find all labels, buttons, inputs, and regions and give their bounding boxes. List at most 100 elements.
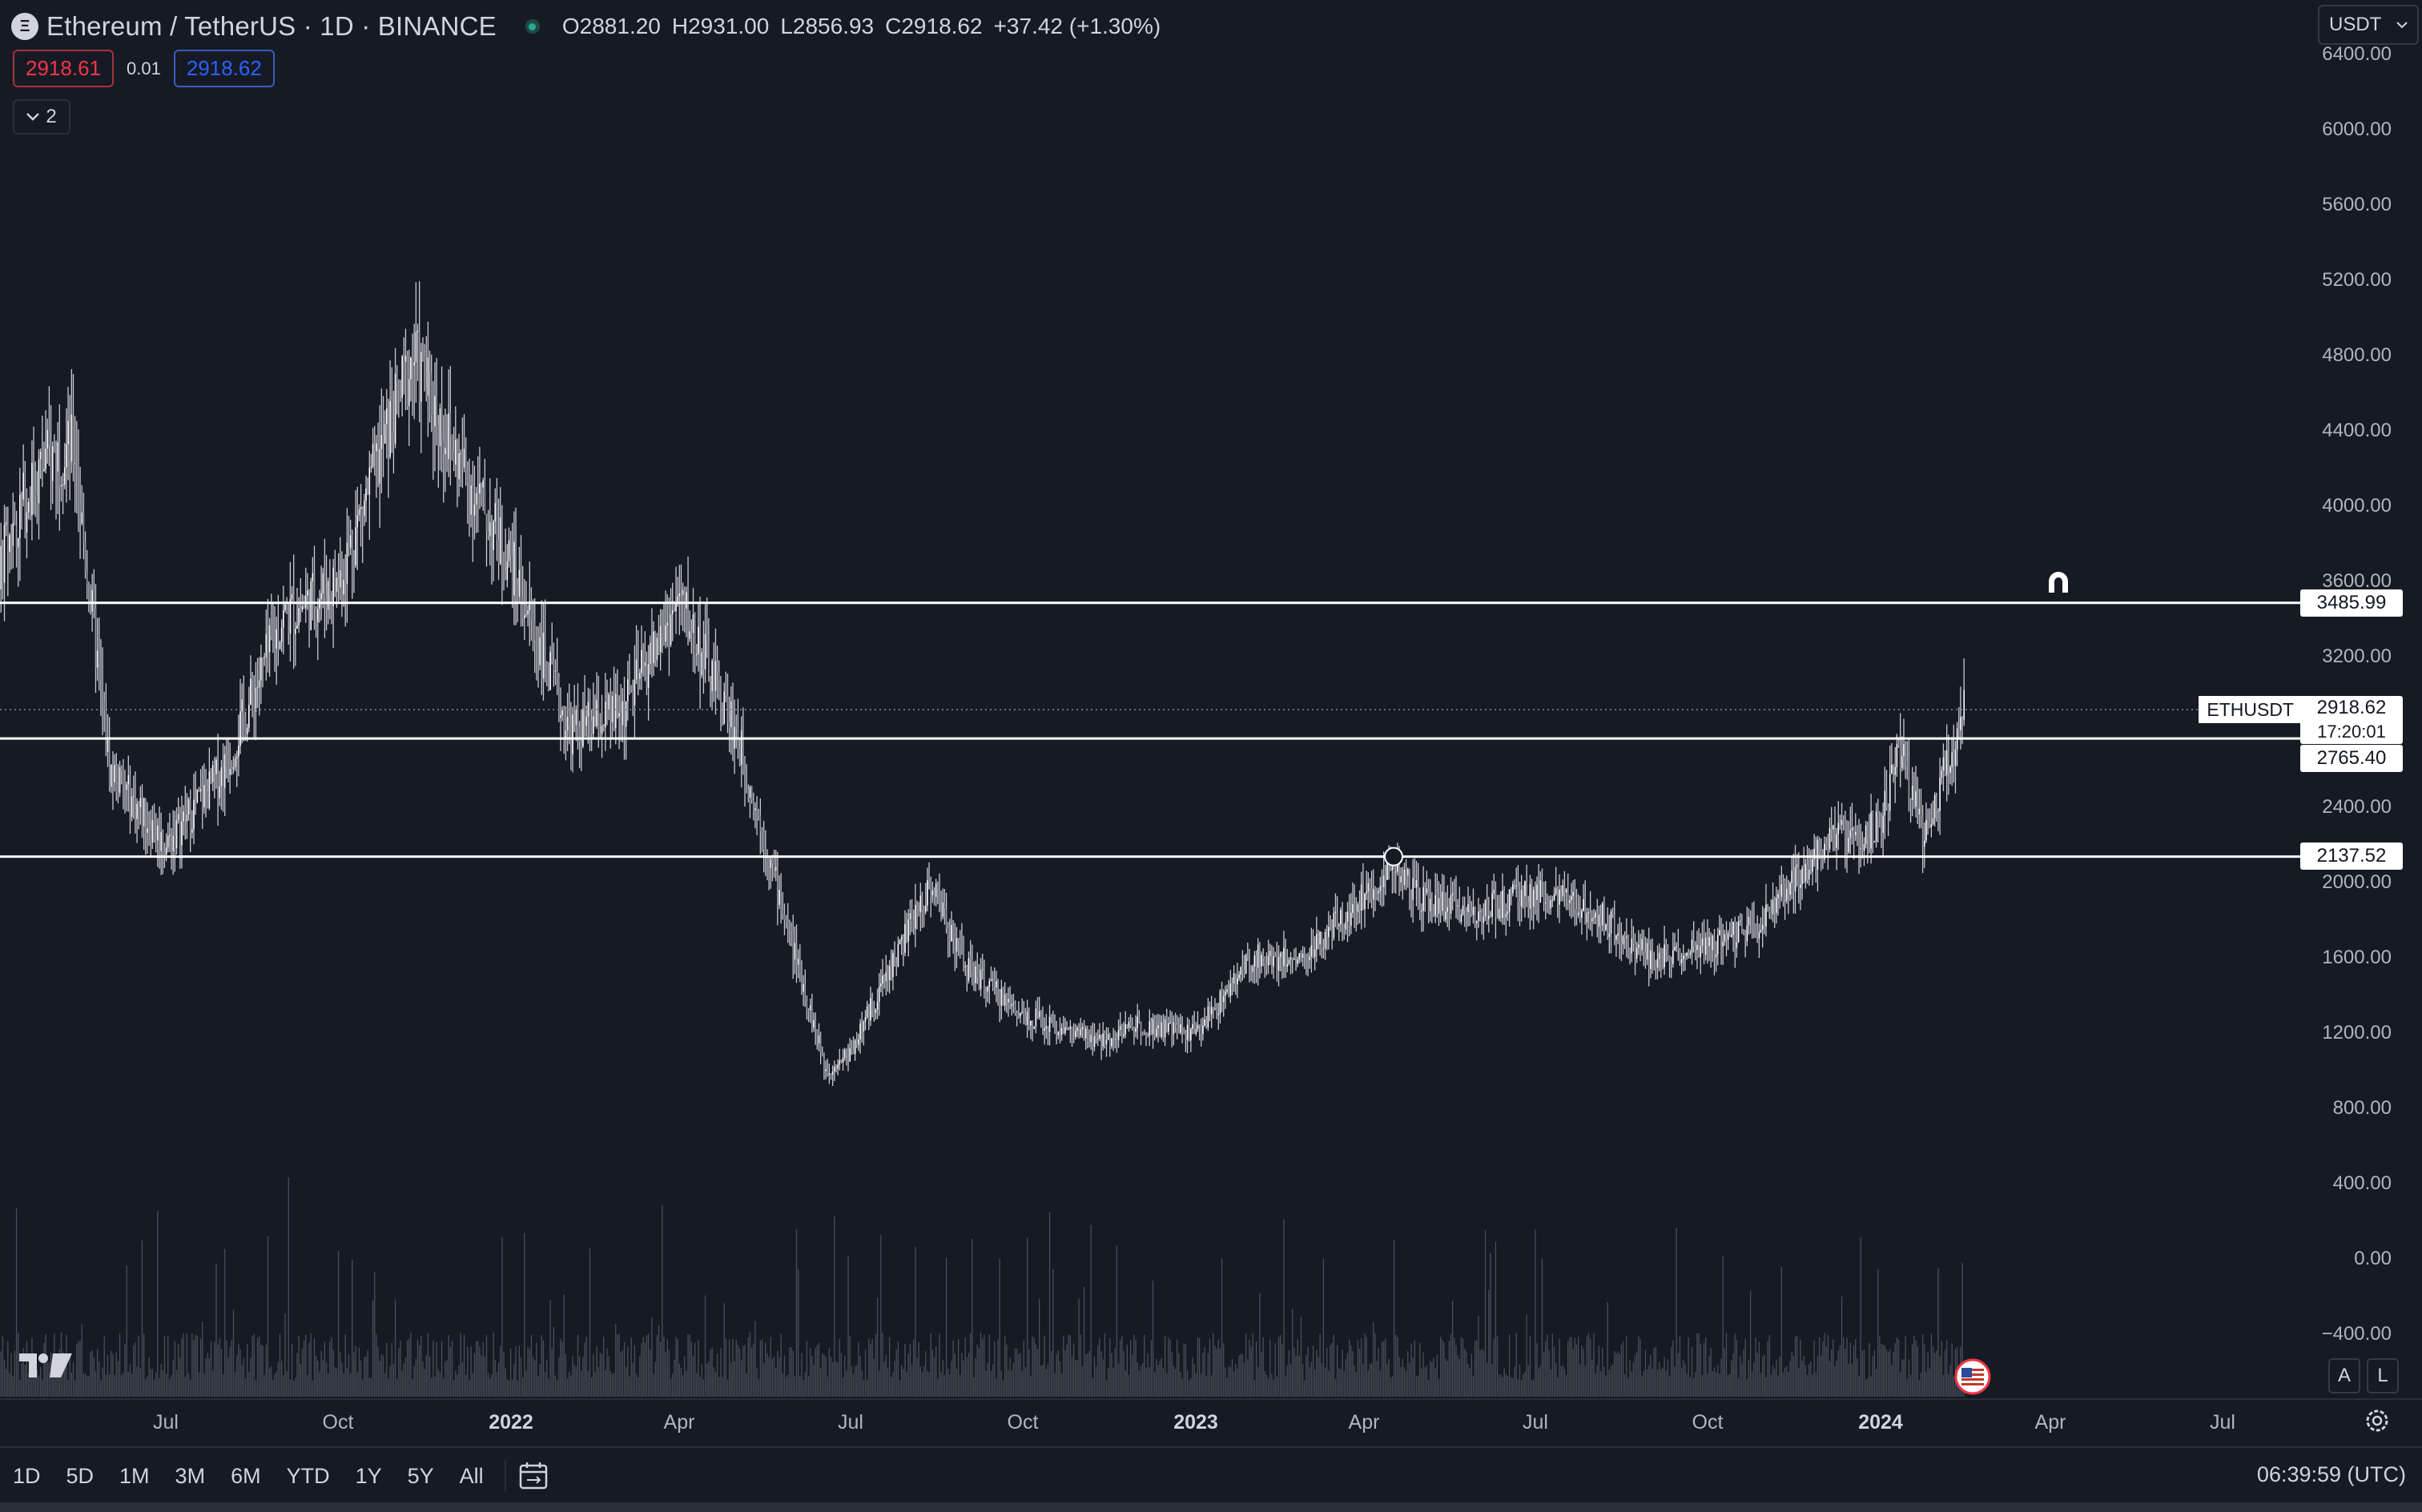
price-chart-canvas[interactable]: [0, 0, 2307, 1398]
candle-body: [1639, 944, 1641, 951]
go-to-date-icon[interactable]: [517, 1461, 549, 1491]
candle-body: [1495, 890, 1497, 917]
candle-body: [1515, 886, 1518, 887]
time-tick: 2023: [1173, 1411, 1218, 1434]
candle-body: [1433, 911, 1434, 916]
us-flag-icon[interactable]: [1954, 1358, 1991, 1395]
candle-body: [1531, 883, 1533, 907]
candle-body: [246, 727, 248, 735]
sell-price-button[interactable]: 2918.61: [13, 50, 114, 87]
candle-body: [93, 589, 95, 609]
level-label-2765[interactable]: 2765.40: [2300, 745, 2403, 772]
candle-body: [666, 622, 669, 625]
candle-body: [1054, 1019, 1056, 1031]
candle-body: [570, 726, 572, 754]
utc-clock[interactable]: 06:39:59 (UTC): [2256, 1462, 2406, 1486]
gear-icon[interactable]: [2363, 1406, 2392, 1435]
candle-body: [1207, 1006, 1209, 1028]
candle-body: [1415, 880, 1418, 888]
candle-body: [1119, 1026, 1121, 1030]
candle-body: [629, 679, 630, 686]
candle-body: [1209, 1006, 1211, 1015]
magnet-icon[interactable]: [2042, 565, 2074, 597]
candle-body: [1875, 811, 1877, 842]
candle-body: [1872, 811, 1874, 842]
candle-body: [1458, 905, 1461, 922]
candle-body: [1002, 988, 1004, 1006]
candle-body: [1801, 868, 1803, 885]
candle-body: [1574, 891, 1576, 910]
candle-body: [1431, 899, 1433, 912]
candle-body: [1168, 1023, 1169, 1032]
candle-body: [1563, 885, 1566, 893]
symbol-title[interactable]: Ethereum / TetherUS · 1D · BINANCE: [46, 11, 497, 41]
range-ytd-button[interactable]: YTD: [286, 1463, 330, 1488]
candle-body: [839, 1060, 841, 1065]
auto-scale-button[interactable]: A: [2328, 1358, 2360, 1393]
candle-body: [740, 730, 742, 766]
candle-body: [1942, 757, 1945, 771]
range-5d-button[interactable]: 5D: [66, 1463, 95, 1488]
candle-body: [735, 726, 738, 728]
buy-price-button[interactable]: 2918.62: [173, 50, 275, 87]
candle-body: [329, 581, 331, 596]
candle-body: [573, 714, 575, 726]
chevron-down-icon: [2396, 21, 2408, 28]
candle-body: [427, 357, 429, 396]
candle-body: [279, 641, 281, 649]
candle-body: [1372, 889, 1374, 900]
candle-body: [1908, 764, 1910, 799]
candle-body: [436, 396, 437, 426]
market-status-icon[interactable]: [525, 19, 540, 34]
time-axis[interactable]: Jul Oct 2022 Apr Jul Oct 2023 Apr Jul Oc…: [0, 1398, 2422, 1446]
candle-body: [448, 413, 450, 460]
candle-body: [1575, 909, 1578, 915]
candle-body: [1226, 989, 1228, 992]
candle-body: [560, 715, 561, 718]
candle-body: [1403, 869, 1406, 886]
level-label-3485[interactable]: 3485.99: [2300, 589, 2403, 617]
candle-body: [1508, 889, 1511, 912]
candle-body: [276, 629, 278, 649]
range-3m-button[interactable]: 3M: [175, 1463, 206, 1488]
candle-body: [1839, 822, 1841, 826]
candle-body: [754, 808, 756, 810]
range-1y-button[interactable]: 1Y: [355, 1463, 382, 1488]
range-6m-button[interactable]: 6M: [231, 1463, 261, 1488]
candle-body: [890, 966, 892, 977]
candle-body: [762, 831, 765, 850]
range-all-button[interactable]: All: [459, 1463, 484, 1488]
candle-body: [594, 716, 596, 726]
candle-body: [927, 879, 928, 906]
candle-body: [911, 913, 913, 922]
candle-body: [1538, 884, 1539, 903]
candle-body: [680, 593, 682, 595]
candle-body: [537, 643, 539, 666]
candle-body: [1362, 884, 1364, 910]
candle-body: [1460, 914, 1462, 922]
candle-body: [1064, 1027, 1066, 1034]
candle-body: [1286, 963, 1289, 967]
candle-body: [556, 670, 558, 678]
candle-body: [627, 679, 629, 702]
candle-body: [602, 725, 605, 728]
range-5y-button[interactable]: 5Y: [407, 1463, 434, 1488]
bar-countdown: 17:20:01: [2317, 722, 2386, 742]
candle-body: [785, 919, 787, 923]
candle-body: [663, 633, 665, 642]
candle-body: [943, 902, 946, 909]
indicators-toggle-button[interactable]: 2: [13, 99, 70, 135]
range-1m-button[interactable]: 1M: [119, 1463, 150, 1488]
log-scale-button[interactable]: L: [2367, 1358, 2399, 1393]
tradingview-logo-icon[interactable]: [18, 1350, 74, 1381]
candle-body: [141, 798, 143, 826]
candle-body: [296, 625, 298, 629]
candle-body: [1379, 886, 1382, 891]
level-label-2137[interactable]: 2137.52: [2300, 842, 2403, 870]
currency-select[interactable]: USDT: [2318, 5, 2419, 45]
candle-body: [803, 983, 804, 992]
range-1d-button[interactable]: 1D: [13, 1463, 41, 1488]
candle-body: [1090, 1035, 1092, 1043]
candle-body: [1133, 1028, 1135, 1032]
candle-body: [115, 765, 118, 793]
